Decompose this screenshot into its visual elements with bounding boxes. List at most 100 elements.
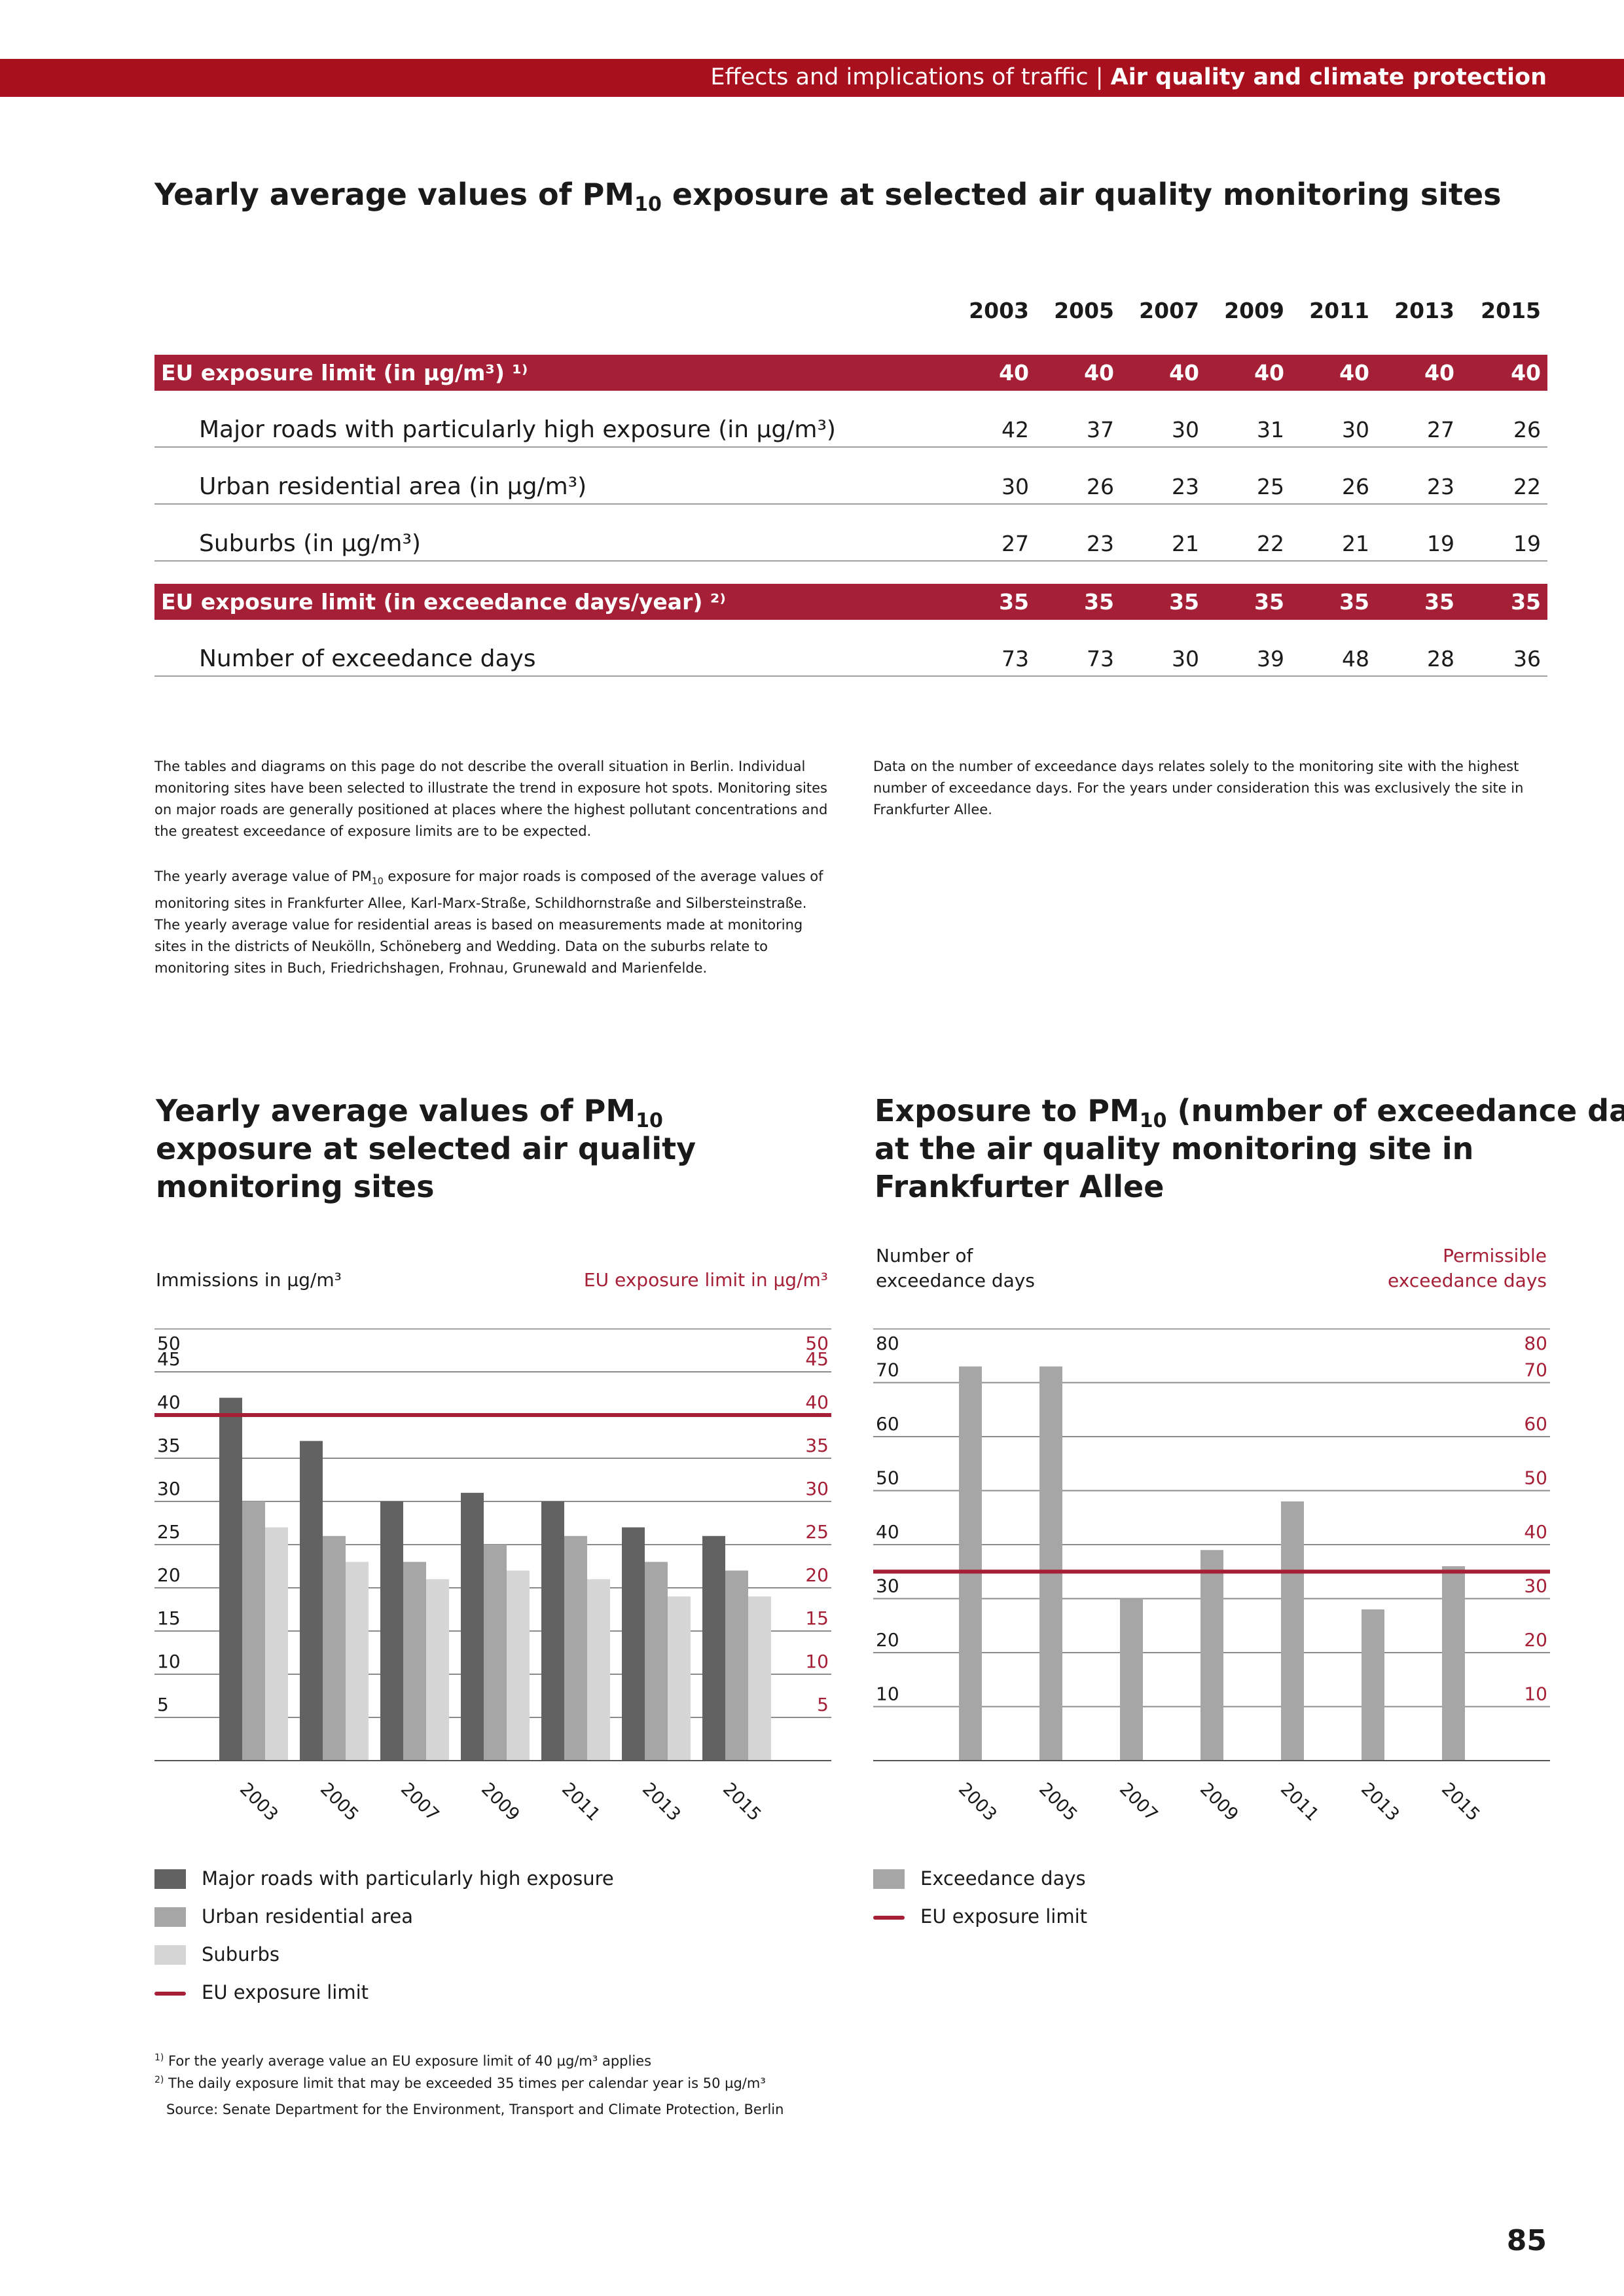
chart-right-title-line1: Exposure to PM10 (number of exceedance d…: [875, 1092, 1624, 1132]
table-cell: 30: [1172, 646, 1199, 672]
table-cell: 35: [1339, 589, 1369, 615]
footnote-2: 2) The daily exposure limit that may be …: [154, 2069, 766, 2094]
note-left-2-text: The yearly average value of PM: [154, 869, 372, 884]
chart-right-title-sub: 10: [1139, 1109, 1167, 1132]
legend-item: Exceedance days: [873, 1865, 1462, 1892]
y-tick-label-left: 70: [876, 1359, 899, 1381]
table-title-subscript: 10: [634, 193, 662, 216]
table-cell: 73: [1087, 646, 1114, 672]
bar-major-roads-with-particularly-high-exposure-2013: [622, 1527, 645, 1761]
table-cell: 22: [1257, 531, 1284, 556]
y-tick-label-right: 40: [1524, 1521, 1547, 1543]
table-cell: 21: [1342, 531, 1369, 556]
header-band: [0, 59, 1624, 97]
bar-major-roads-with-particularly-high-exposure-2015: [702, 1535, 725, 1761]
x-tick-label-2013: 2013: [638, 1779, 685, 1825]
table-cell: 26: [1513, 417, 1541, 442]
bar-exceedance-days-2013: [1362, 1609, 1384, 1761]
table-cell: 48: [1342, 646, 1369, 672]
table-cell: 42: [1001, 417, 1029, 442]
table-cell: 31: [1257, 417, 1284, 442]
table-cell: 39: [1257, 646, 1284, 672]
page-number: 85: [1506, 2224, 1547, 2257]
table-cell: 40: [999, 360, 1029, 386]
table-year-header: 2003 2005 2007 2009 2011 2013 2015: [154, 288, 1547, 334]
x-tick-label-2005: 2005: [316, 1779, 363, 1825]
legend-color-swatch: [154, 1907, 186, 1927]
note-left-1: The tables and diagrams on this page do …: [154, 759, 828, 839]
table-cell: 27: [1427, 417, 1454, 442]
bar-exceedance-days-2011: [1281, 1501, 1304, 1761]
legend-label: Suburbs: [202, 1943, 280, 1965]
chart-right-right-axis-caption-1: Permissible: [1443, 1245, 1547, 1266]
table-row-label: Suburbs (in µg/m³): [199, 530, 421, 557]
footnote-2-mark: 2): [154, 2075, 164, 2085]
footnote-1-text: For the yearly average value an EU expos…: [164, 2053, 652, 2069]
legend-item: EU exposure limit: [154, 1979, 744, 2005]
y-tick-label-left: 10: [157, 1651, 181, 1672]
chart-right-title-line3: Frankfurter Allee: [875, 1169, 1164, 1204]
table-row-label: Major roads with particularly high expos…: [199, 416, 836, 443]
bar-urban-residential-area-2011: [564, 1535, 587, 1761]
table-cell: 30: [1001, 474, 1029, 499]
table-cell: 35: [1169, 589, 1199, 615]
chart-left-title: Yearly average values of PM10 exposure a…: [156, 1092, 696, 1206]
header-separator: |: [1088, 64, 1111, 90]
chart-left-title-line3: monitoring sites: [156, 1169, 435, 1204]
legend-item: EU exposure limit: [873, 1903, 1462, 1929]
table-row: Major roads with particularly high expos…: [154, 412, 1547, 448]
table-year-2015: 2015: [1481, 298, 1541, 323]
note-left-2-subscript: 10: [371, 876, 384, 888]
table-cell: 40: [1169, 360, 1199, 386]
bar-suburbs-2015: [748, 1596, 771, 1761]
x-tick-label-2007: 2007: [1115, 1779, 1162, 1825]
chart-left-axis-caption: Immissions in µg/m³: [156, 1269, 342, 1291]
y-tick-label-left: 40: [157, 1391, 181, 1413]
y-tick-label-right: 60: [1524, 1413, 1547, 1435]
legend-color-swatch: [873, 1869, 905, 1889]
header-chapter: Air quality and climate protection: [1110, 64, 1547, 90]
legend-item: Major roads with particularly high expos…: [154, 1865, 744, 1892]
y-tick-label-left: 40: [876, 1521, 899, 1543]
table-row: Number of exceedance days 73 73 30 39 48 28 36: [154, 641, 1547, 677]
legend-label: Exceedance days: [920, 1867, 1086, 1890]
y-tick-label-right: 25: [805, 1521, 829, 1543]
table-year-2005: 2005: [1054, 298, 1114, 323]
y-tick-label-right: 5: [817, 1694, 829, 1715]
x-tick-label-2009: 2009: [477, 1779, 524, 1825]
bar-suburbs-2011: [587, 1579, 610, 1761]
chart-right-title-line2: at the air quality monitoring site in: [875, 1131, 1474, 1166]
y-tick-label-right: 40: [805, 1391, 829, 1413]
legend-right: Exceedance days EU exposure limit: [873, 1865, 1528, 1944]
table-row: Urban residential area (in µg/m³) 30 26 23 2…: [154, 469, 1547, 505]
chart-left-title-line1: Yearly average values of PM10: [156, 1092, 696, 1131]
y-tick-label-left: 80: [876, 1333, 899, 1354]
x-tick-label-2013: 2013: [1357, 1779, 1403, 1825]
table-year-2009: 2009: [1224, 298, 1284, 323]
bar-urban-residential-area-2005: [323, 1535, 346, 1761]
footnote-1: 1) For the yearly average value an EU ex…: [154, 2047, 651, 2072]
chart-right-axis-caption-1: Number of: [876, 1245, 973, 1266]
y-tick-label-right: 20: [1524, 1629, 1547, 1651]
table-cell: 21: [1172, 531, 1199, 556]
legend-item: Urban residential area: [154, 1903, 744, 1929]
legend-line-swatch: [873, 1916, 905, 1920]
bar-exceedance-days-2007: [1120, 1598, 1143, 1761]
bar-urban-residential-area-2007: [403, 1562, 426, 1761]
y-tick-label-left: 10: [876, 1683, 899, 1705]
y-tick-label-left: 15: [157, 1607, 181, 1629]
table-year-2011: 2011: [1309, 298, 1369, 323]
table-row: EU exposure limit (in exceedance days/ye…: [154, 584, 1547, 620]
table-cell: 36: [1513, 646, 1541, 672]
table-cell: 26: [1342, 474, 1369, 499]
y-tick-label-right: 30: [1524, 1575, 1547, 1597]
chart-right-axis-caption: Number of exceedance days: [876, 1244, 1035, 1293]
chart-right-title: Exposure to PM10 (number of exceedance d…: [875, 1092, 1624, 1206]
table-cell: 40: [1339, 360, 1369, 386]
bar-major-roads-with-particularly-high-exposure-2003: [219, 1397, 242, 1761]
y-tick-label-left: 50: [157, 1333, 181, 1354]
table-cell: 35: [1424, 589, 1454, 615]
table-cell: 23: [1172, 474, 1199, 499]
table-row-label: EU exposure limit (in µg/m³) ¹⁾: [161, 360, 528, 386]
bar-exceedance-days-2009: [1200, 1550, 1223, 1761]
